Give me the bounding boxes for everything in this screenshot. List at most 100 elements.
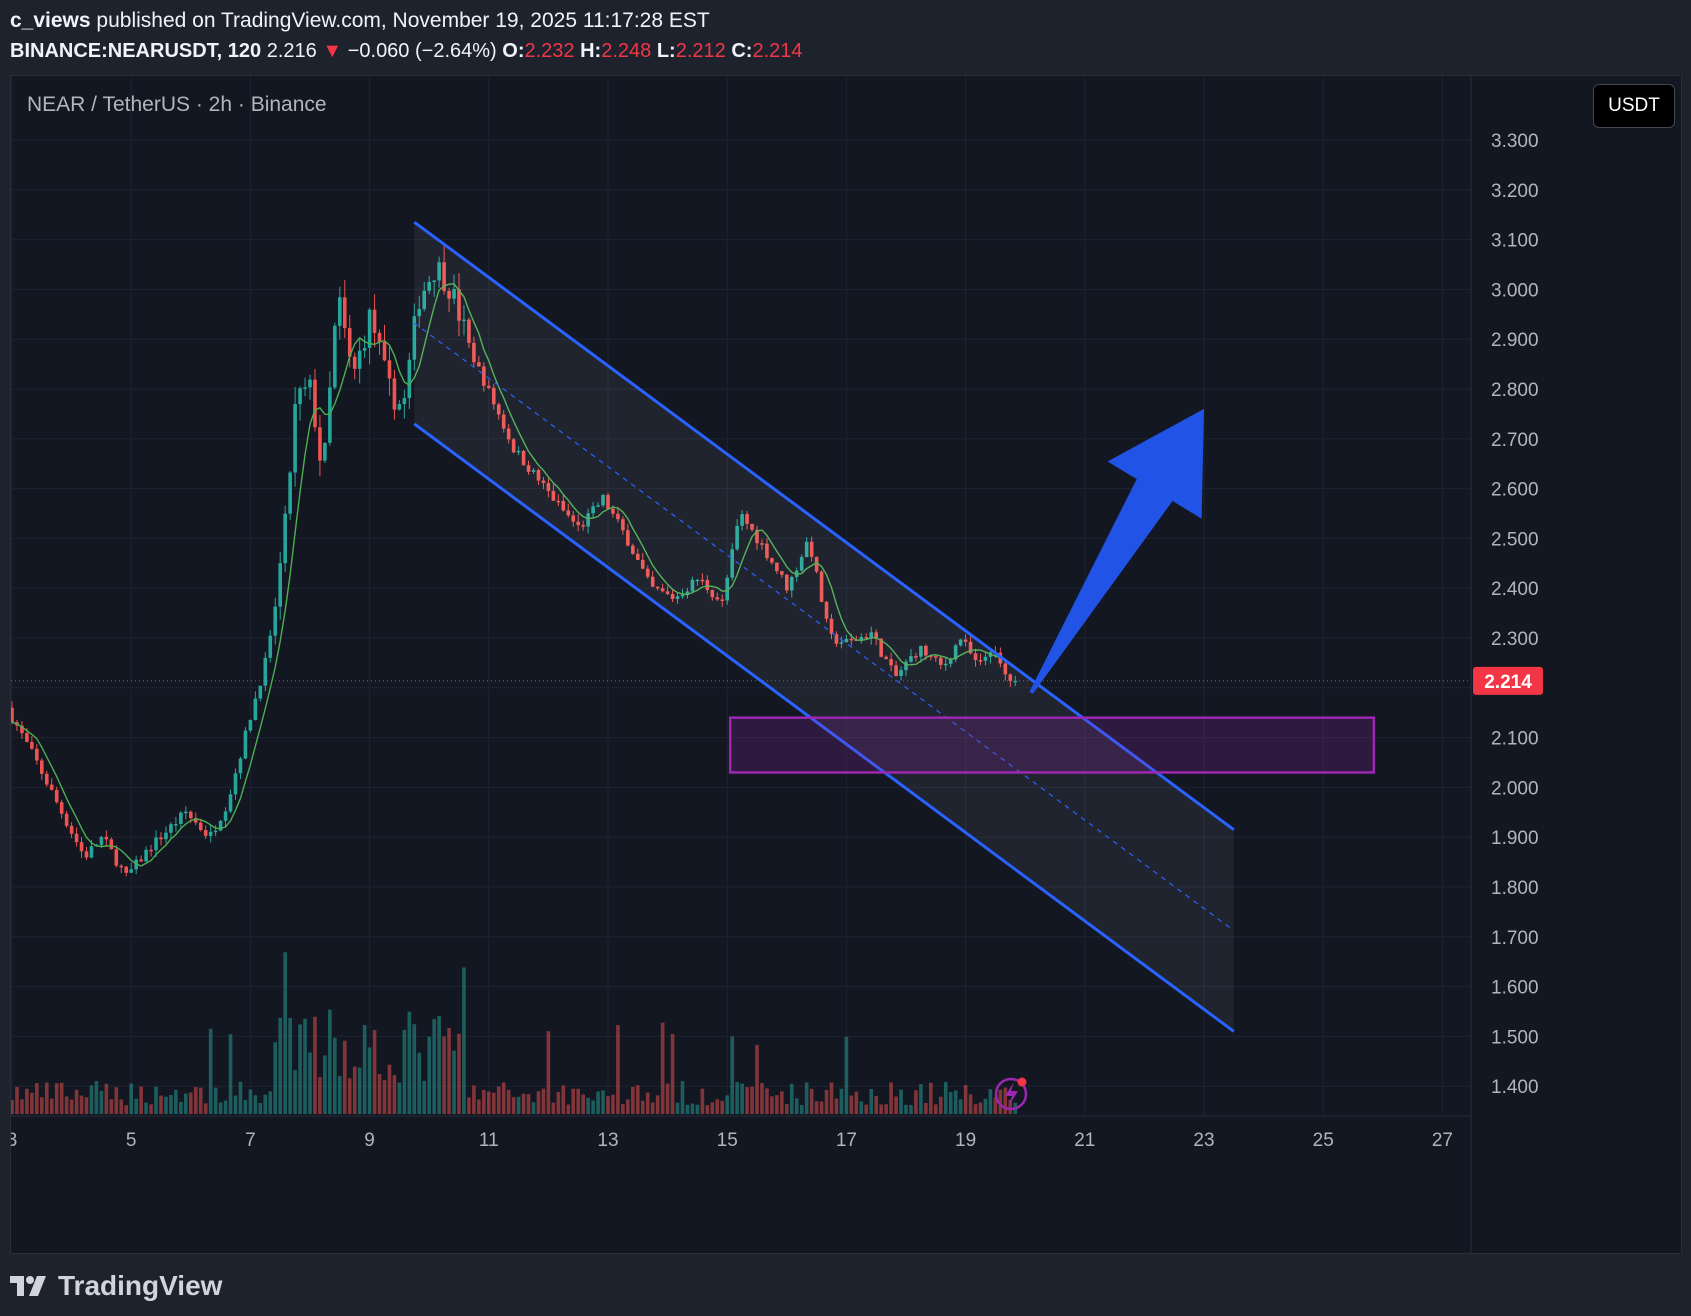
candle-body [904,661,908,671]
candle-body [611,508,615,514]
candle-body [501,414,506,429]
time-tick-label: 5 [126,1130,137,1151]
candle-body [809,541,814,557]
candle-body [770,558,774,563]
candle-body [864,637,869,639]
volume-bar [238,1081,243,1114]
candle-body [144,849,148,862]
time-tick-label: 27 [1432,1130,1453,1151]
volume-bar [710,1102,715,1114]
candle-body [437,262,441,281]
price-chart[interactable]: 3.300 3.200 3.100 3.000 2.900 2.800 2.700 2.600… [11,76,1681,1253]
volume-bar [139,1086,143,1114]
candle-body [139,859,143,862]
volume-bar [367,1047,372,1114]
volume-bar [263,1094,268,1114]
volume-bar [516,1096,521,1114]
currency-unit-button[interactable]: USDT [1593,84,1675,128]
volume-bar [258,1102,263,1114]
volume-bar [938,1096,943,1114]
candle-body [938,657,943,665]
candle-body [914,656,918,658]
price-tick-label: 2.700 [1491,430,1539,451]
candle-body [819,571,824,602]
volume-bar [765,1088,769,1114]
time-tick-label: 9 [364,1130,375,1151]
volume-bar [109,1099,114,1114]
candle-body [387,360,392,379]
volume-bar [49,1098,54,1114]
candle-body [934,656,938,658]
volume-bar [904,1104,908,1114]
tradingview-branding[interactable]: TradingView [10,1266,222,1306]
alert-dot-icon [1017,1077,1027,1087]
volume-bar [149,1104,153,1114]
volume-bar [631,1086,635,1114]
low-value: 2.212 [675,40,726,62]
candle-body [596,505,600,507]
volume-bar [482,1090,486,1114]
candle-body [457,289,461,321]
candle-body [89,846,94,858]
symbol-legend[interactable]: NEAR / TetherUS · 2h · Binance [27,93,327,116]
candle-body [432,280,436,282]
candle-body [298,388,302,405]
candle-body [636,553,640,560]
open-value: 2.232 [524,40,575,62]
candle-body [616,513,620,520]
volume-bar [596,1091,600,1114]
candle-body [248,719,253,731]
candle-body [685,591,690,595]
volume-bar [228,1034,233,1114]
volume-bar [372,1030,377,1114]
volume-bar [159,1095,163,1114]
volume-bar [154,1086,158,1114]
candle-body [213,830,218,833]
volume-bar [889,1082,893,1114]
volume-bar [11,1100,14,1114]
volume-bar [318,1077,322,1114]
candle-body [556,500,561,503]
price-tick-label: 2.800 [1491,380,1539,401]
time-tick-label: 17 [836,1130,857,1151]
candle-body [303,387,307,389]
price-tick-label: 3.200 [1491,181,1539,202]
candle-body [546,483,551,492]
candle-body [367,309,372,348]
volume-bar [1003,1087,1008,1114]
volume-bar [69,1099,74,1114]
volume-bar [25,1088,29,1114]
chart-area[interactable]: 3.300 3.200 3.100 3.000 2.900 2.800 2.700 2.600… [10,75,1682,1254]
volume-bar [591,1100,595,1114]
candle-body [581,525,585,527]
volume-bar [983,1098,988,1114]
candle-body [114,849,119,866]
volume-bar [804,1082,809,1114]
candle-body [333,325,337,388]
price-tick-label: 1.700 [1491,928,1539,949]
candle-body [571,515,576,522]
volume-bar [79,1095,84,1114]
volume-bar [422,1080,427,1114]
volume-bar [785,1104,789,1114]
volume-bar [496,1086,501,1114]
volume-bar [571,1088,576,1114]
time-tick-label: 15 [717,1130,738,1151]
volume-bar [54,1083,59,1114]
price-tick-label: 2.300 [1491,629,1539,650]
lightning-bolt-icon [1005,1082,1018,1107]
candle-body [223,811,228,821]
candle-body [700,579,705,582]
publisher-name[interactable]: c_views [10,9,91,32]
volume-bar [20,1099,24,1114]
candle-body [323,442,327,461]
volume-bar [30,1092,34,1114]
candle-body [516,450,521,453]
candle-body [720,599,725,601]
candle-body [894,665,898,677]
close-label: C: [731,40,753,62]
price-tick-label: 2.100 [1491,729,1539,750]
volume-bar [665,1083,670,1114]
candle-body [879,638,883,657]
candle-body [958,639,963,646]
